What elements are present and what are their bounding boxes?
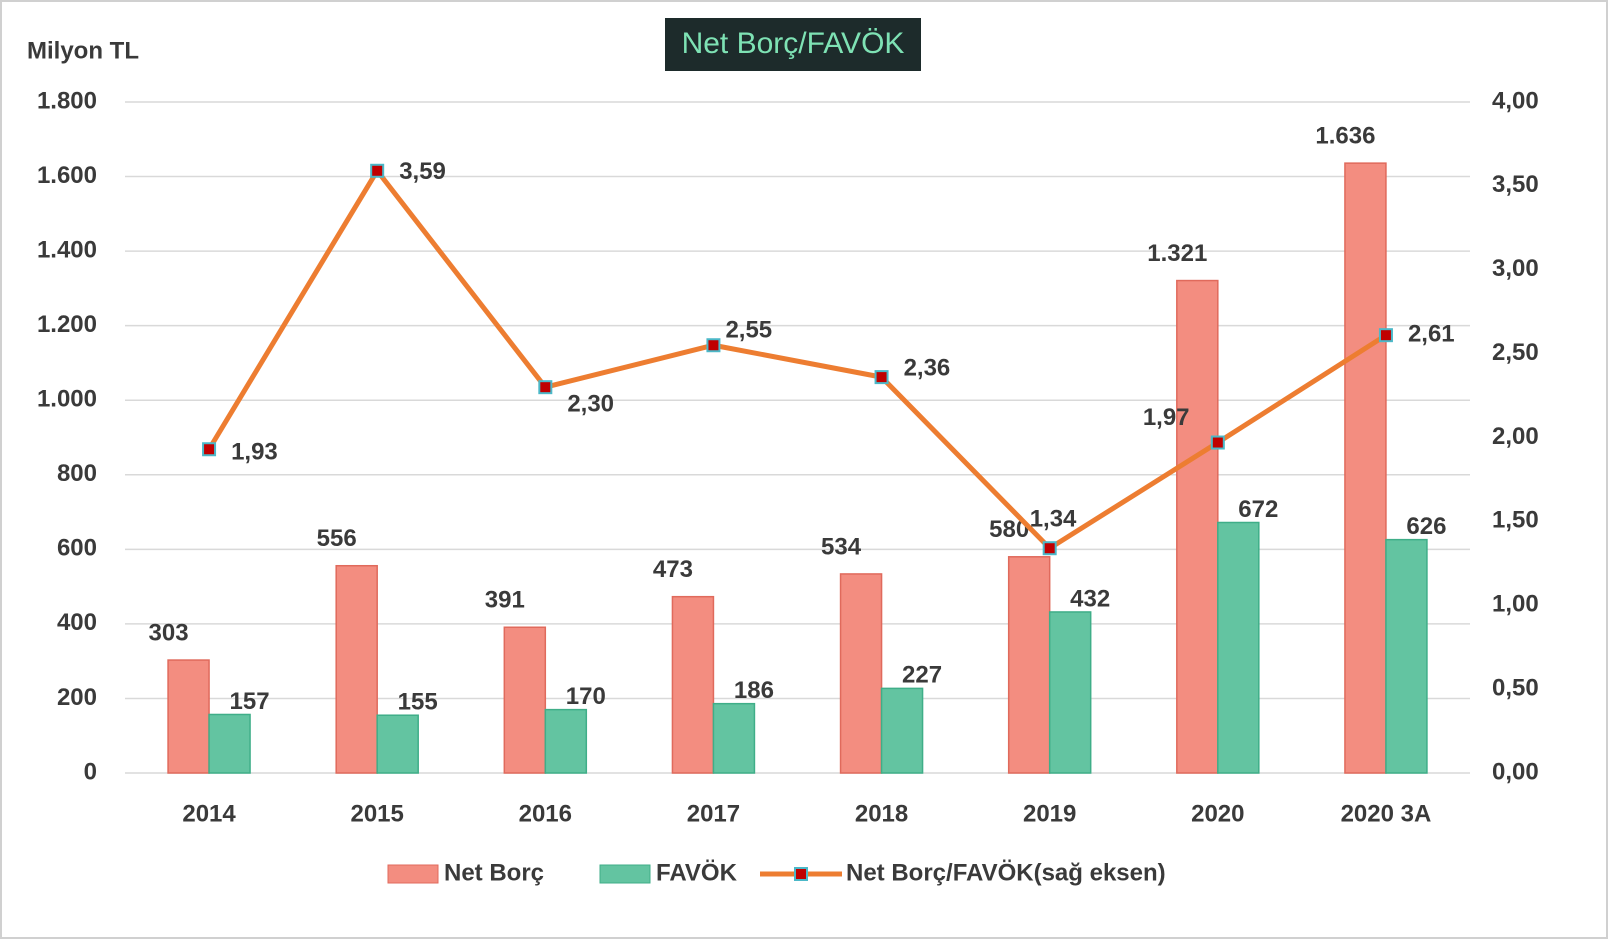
line-marker [370, 163, 385, 178]
bar [1176, 279, 1219, 774]
bar [880, 687, 924, 774]
bar-value-label: 303 [149, 619, 189, 646]
x-tick-label: 2020 [1191, 800, 1244, 827]
legend-label: Net Borç [444, 859, 544, 886]
y-axis-label: Milyon TL [27, 37, 139, 64]
line-value-label: 1,97 [1143, 404, 1190, 431]
y-tick-label: 1.800 [37, 87, 97, 114]
bar [544, 708, 588, 774]
bar [1217, 521, 1260, 774]
y2-tick-label: 2,00 [1492, 423, 1539, 450]
line-marker [1378, 328, 1393, 343]
bar [335, 564, 378, 774]
x-tick-label: 2014 [182, 800, 236, 827]
line-marker [874, 370, 889, 385]
chart-title: Net Borç/FAVÖK [682, 27, 905, 60]
y-tick-label: 1.600 [37, 162, 97, 189]
bar [712, 702, 756, 774]
bar-value-label: 534 [821, 533, 862, 560]
line-marker [202, 442, 217, 457]
x-tick-label: 2015 [350, 800, 403, 827]
bar-value-label: 473 [653, 556, 693, 583]
y-tick-label: 800 [57, 460, 97, 487]
legend-label: FAVÖK [656, 859, 738, 886]
bar [1007, 556, 1051, 774]
title-box [665, 18, 921, 71]
line-marker [1042, 541, 1057, 556]
line-value-label: 3,59 [399, 158, 446, 185]
line [206, 166, 1388, 552]
line-marker [1210, 435, 1225, 450]
legend-marker [794, 867, 808, 881]
y-tick-label: 200 [57, 684, 97, 711]
y2-tick-label: 0,50 [1492, 674, 1539, 701]
line-value-label: 2,30 [567, 391, 614, 418]
bar-value-label: 170 [566, 683, 606, 710]
y-tick-label: 1.400 [37, 236, 97, 263]
bar [376, 714, 419, 774]
bar-value-label: 432 [1070, 585, 1110, 612]
y2-tick-label: 0,00 [1492, 758, 1539, 785]
bar [1048, 611, 1092, 774]
y2-tick-label: 1,00 [1492, 591, 1539, 618]
bar [671, 595, 715, 774]
bar-value-label: 626 [1406, 513, 1446, 540]
bar-value-label: 556 [317, 525, 357, 552]
y-tick-label: 600 [57, 535, 97, 562]
y2-tick-label: 3,50 [1492, 171, 1539, 198]
bar [1344, 162, 1387, 774]
bar-value-label: 1.321 [1147, 240, 1207, 267]
y2-tick-label: 4,00 [1492, 87, 1539, 114]
line-marker [538, 380, 553, 395]
y2-tick-label: 1,50 [1492, 507, 1539, 534]
bar [839, 573, 883, 774]
line-value-label: 1,34 [1030, 506, 1077, 533]
x-tick-label: 2018 [855, 800, 908, 827]
y-tick-label: 0 [84, 758, 97, 785]
y2-tick-label: 3,00 [1492, 255, 1539, 282]
bar-value-label: 227 [902, 662, 942, 689]
bar [503, 626, 547, 774]
line-value-label: 2,55 [725, 317, 772, 344]
line-value-label: 2,36 [904, 354, 951, 381]
y-tick-label: 1.200 [37, 311, 97, 338]
line-marker [706, 338, 721, 353]
bar [208, 713, 251, 774]
bar-value-label: 186 [734, 677, 774, 704]
bar-value-label: 157 [230, 688, 270, 715]
bar-value-label: 1.636 [1315, 122, 1375, 149]
y-tick-label: 1.000 [37, 386, 97, 413]
x-tick-label: 2017 [687, 800, 740, 827]
line-value-label: 2,61 [1408, 321, 1455, 348]
line-value-label: 1,93 [231, 439, 278, 466]
legend-swatch [599, 864, 651, 884]
legend-swatch [387, 864, 439, 884]
bar-value-label: 391 [485, 587, 525, 614]
x-tick-label: 2019 [1023, 800, 1076, 827]
bar [167, 659, 210, 774]
bar-value-label: 155 [398, 689, 438, 716]
bar [1385, 538, 1428, 774]
legend-label: Net Borç/FAVÖK(sağ eksen) [846, 859, 1166, 886]
bar-value-label: 672 [1238, 496, 1278, 523]
x-tick-label: 2016 [519, 800, 572, 827]
y2-tick-label: 2,50 [1492, 339, 1539, 366]
x-tick-label: 2020 3A [1341, 800, 1432, 827]
y-tick-label: 400 [57, 609, 97, 636]
